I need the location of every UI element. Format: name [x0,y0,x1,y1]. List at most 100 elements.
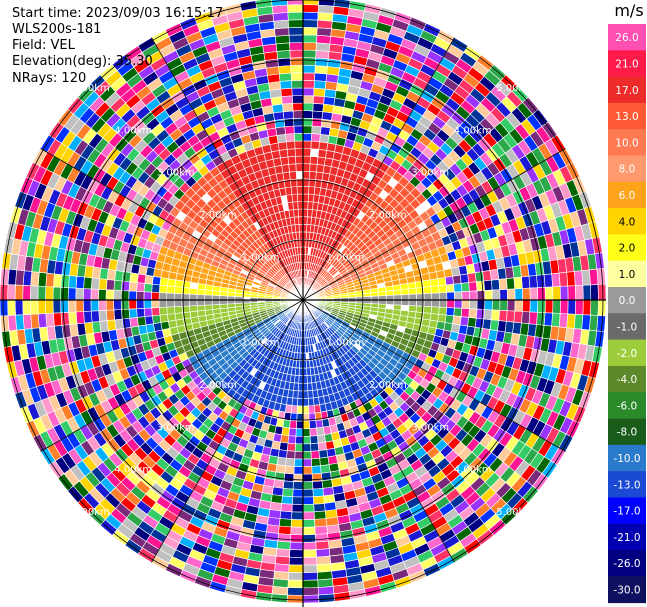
gate [272,12,289,22]
gate [522,299,531,313]
gate [22,270,33,287]
gate [581,314,591,331]
gate [289,49,304,59]
gate [559,285,569,301]
gate [275,548,291,558]
gate [136,316,147,327]
gate [289,420,298,429]
gate [143,299,153,309]
gate [490,279,501,291]
gate [281,95,294,105]
gate [293,458,304,467]
gate [499,288,508,301]
gate [574,284,584,301]
gate [60,286,69,301]
gate [296,186,304,195]
gate [282,110,294,120]
gate [311,472,323,482]
gate [317,148,328,159]
gate [292,201,299,210]
gate [151,314,162,325]
gate [189,299,198,307]
gate [90,288,100,301]
gate [302,148,312,157]
gate [453,299,463,309]
gate [75,287,84,301]
gate [294,148,304,157]
gate [293,117,304,127]
gate [318,449,329,459]
gate [302,125,313,134]
gate [498,309,508,322]
range-ring-label: 3.00km [157,422,195,433]
gate [286,442,296,452]
gate [558,313,569,329]
gate [551,272,561,288]
range-ring-label: 2.00km [369,210,407,221]
gate [290,64,304,74]
elevation-label: Elevation(deg): 35.30 [12,54,153,69]
gate [22,313,33,330]
gate [431,299,440,308]
gate [285,133,296,143]
gate [474,271,485,283]
gate [320,118,332,129]
gate [302,64,316,74]
gate [283,118,295,128]
gate [302,34,318,44]
gate [166,292,175,301]
gate [491,299,501,311]
gate [302,435,311,445]
gate [319,456,330,467]
gate [429,278,439,287]
gate [513,276,523,290]
gate [316,555,332,566]
gate [302,511,315,521]
gate [444,314,455,325]
range-ring-label: 1.00km [242,337,280,348]
gate [408,287,417,295]
gate [90,277,100,290]
gate [284,125,295,135]
gate [287,571,304,581]
gate [293,208,299,218]
gate [129,272,139,283]
gate [506,310,516,323]
gate [536,311,546,326]
gate [283,472,295,482]
gate [302,19,319,29]
gate [173,292,183,301]
gate [423,305,432,314]
gate [274,471,286,482]
gate [7,299,16,316]
gate [311,118,323,128]
gate [281,164,290,174]
gate [445,307,455,317]
gate [291,79,304,89]
range-ring-label: 3.00km [157,168,195,179]
gate [294,450,304,460]
gate [272,578,289,588]
gate [567,285,577,301]
gate [302,375,308,384]
field-label: Field: VEL [12,38,75,53]
gate [121,308,131,320]
gate [529,287,539,301]
gate [400,288,410,296]
gate [302,390,309,399]
gate [293,216,300,226]
gate [318,141,329,151]
gate [431,292,440,301]
gate [302,201,309,210]
gate [400,299,410,306]
gate [275,126,286,136]
gate [286,148,296,158]
gate [302,488,314,498]
gate [302,481,314,490]
gate [309,435,319,445]
gate [90,310,100,323]
gate [276,540,291,550]
gate [289,57,304,66]
gate [295,170,304,180]
